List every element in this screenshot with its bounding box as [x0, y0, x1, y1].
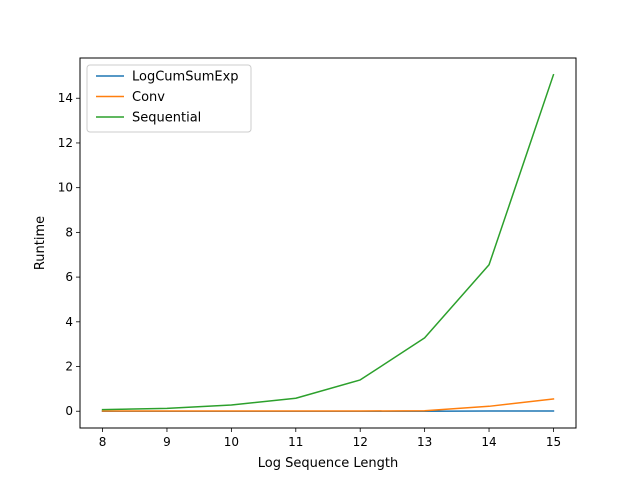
y-axis: 0 2 4 6 8 10 12 14 [58, 91, 80, 418]
x-tick-label: 10 [224, 435, 239, 449]
x-tick-label: 14 [481, 435, 496, 449]
legend: LogCumSumExp Conv Sequential [86, 64, 252, 133]
y-tick-label: 8 [65, 225, 73, 239]
y-tick-label: 2 [65, 360, 73, 374]
x-tick-label: 8 [99, 435, 107, 449]
x-tick-label: 11 [288, 435, 303, 449]
series-line-1 [101, 398, 555, 412]
series-line-2 [101, 73, 555, 411]
x-axis: 8 9 10 11 12 13 14 15 [99, 428, 561, 449]
series-layer [101, 73, 555, 412]
y-axis-label: Runtime [33, 216, 48, 270]
legend-box [86, 64, 252, 133]
legend-label-2: Sequential [132, 111, 201, 126]
y-tick-label: 4 [65, 315, 73, 329]
legend-label-0: LogCumSumExp [132, 70, 239, 85]
x-tick-label: 12 [353, 435, 368, 449]
plot-frame [79, 57, 577, 429]
y-tick-label: 14 [58, 91, 73, 105]
x-axis-label: Log Sequence Length [258, 456, 398, 471]
x-tick-label: 15 [546, 435, 561, 449]
y-tick-label: 0 [65, 404, 73, 418]
y-tick-label: 10 [58, 181, 73, 195]
y-tick-label: 6 [65, 270, 73, 284]
x-tick-label: 9 [163, 435, 171, 449]
legend-label-1: Conv [132, 90, 165, 105]
x-tick-label: 13 [417, 435, 432, 449]
y-tick-label: 12 [58, 136, 73, 150]
